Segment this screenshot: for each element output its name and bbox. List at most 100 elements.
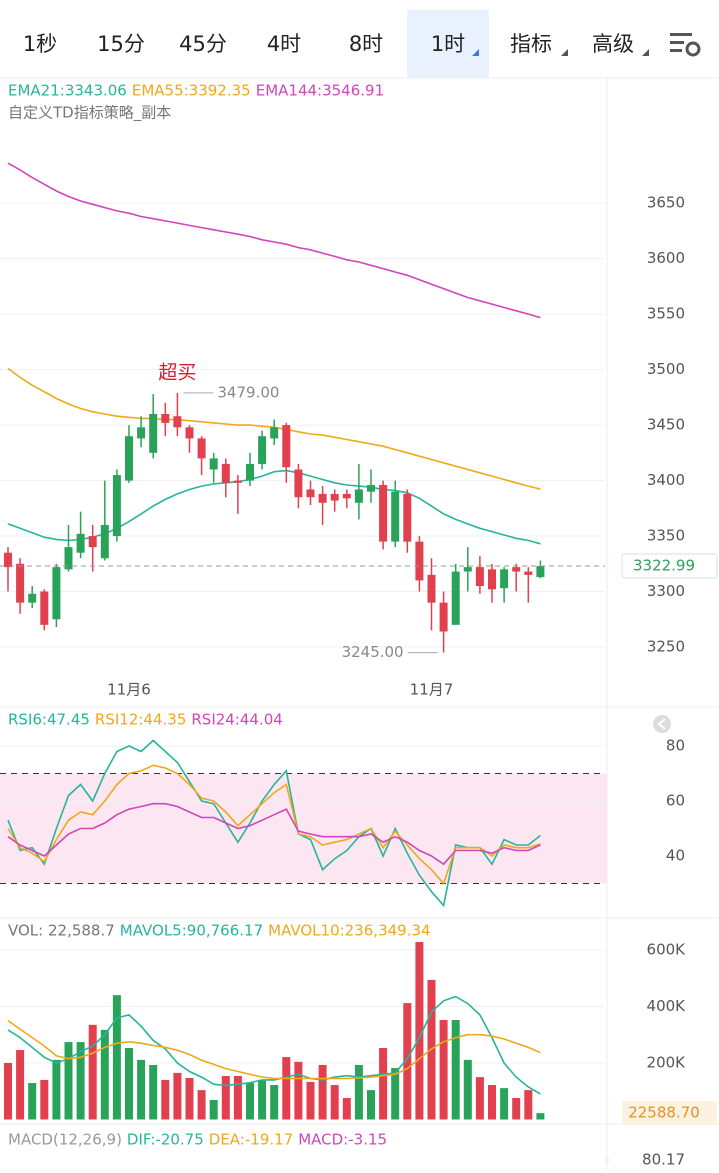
candle-body — [536, 566, 545, 578]
candle-body — [197, 438, 206, 459]
candle-body — [16, 563, 25, 603]
volume-bar — [258, 1079, 267, 1120]
volume-bar — [161, 1079, 170, 1120]
tab[interactable]: 45分 — [179, 32, 227, 56]
volume-bar — [342, 1098, 351, 1120]
y-tick-label: 600K — [647, 940, 687, 958]
volume-bar — [512, 1098, 521, 1120]
min-marker-label: 3245.00 — [342, 643, 404, 661]
volume-bar — [282, 1057, 291, 1120]
volume-bar — [500, 1088, 509, 1120]
volume-bar — [76, 1042, 85, 1120]
y-tick-label: 60 — [666, 791, 685, 809]
candle-body — [282, 425, 291, 468]
candle-body — [258, 436, 267, 464]
series-line — [7, 995, 541, 1095]
legend-entry: RSI24:44.04 — [191, 711, 282, 729]
candle-body — [306, 489, 315, 498]
candle-body — [64, 547, 73, 570]
candle-body — [415, 541, 424, 581]
volume-bar — [318, 1064, 327, 1120]
volume-bar — [233, 1075, 242, 1120]
volume-bar — [52, 1059, 61, 1120]
x-tick-label: 11月7 — [410, 681, 454, 699]
volume-bar — [137, 1059, 146, 1120]
tab[interactable]: 指标 — [510, 32, 552, 56]
volume-bar — [125, 1048, 133, 1120]
candle-body — [391, 491, 400, 542]
tab[interactable]: 高级 — [592, 32, 634, 56]
tab[interactable]: 1时 — [431, 32, 465, 56]
volume-bar — [379, 1048, 388, 1120]
last-volume-tag — [622, 1101, 717, 1126]
x-tick-label: 11月6 — [107, 681, 151, 699]
legend-entry: DIF:-20.75 — [127, 1131, 204, 1149]
volume-bar — [16, 1049, 25, 1120]
tab[interactable]: 1秒 — [23, 32, 57, 56]
y-tick-label: 3600 — [647, 249, 685, 267]
y-tick-label: 3500 — [647, 360, 685, 378]
y-tick-label: 3350 — [647, 527, 685, 545]
volume-bar — [40, 1079, 49, 1120]
volume-bar — [64, 1042, 73, 1120]
y-tick-label: 3450 — [647, 416, 685, 434]
candle-body — [367, 485, 375, 492]
volume-bar — [185, 1077, 194, 1120]
rsi-band — [0, 773, 607, 884]
max-marker-label: 3479.00 — [217, 383, 279, 401]
candle-body — [294, 469, 303, 498]
volume-bar — [28, 1083, 37, 1120]
candle-body — [4, 552, 12, 568]
candle-body — [427, 574, 436, 603]
series-line — [7, 739, 541, 908]
series-line — [7, 469, 541, 545]
volume-bar — [4, 1062, 12, 1120]
tab[interactable]: 4时 — [267, 32, 301, 56]
y-tick-label: 3650 — [647, 194, 685, 212]
candle-body — [354, 489, 363, 503]
last-volume-label: 22588.70 — [628, 1104, 700, 1122]
toolbar: 1秒 15分 45分 4时 8时 1时 指标 高级 — [0, 10, 719, 79]
y-tick-label: 80 — [666, 737, 685, 755]
candle-body — [137, 427, 146, 439]
candle-body — [88, 536, 97, 548]
volume-bar — [112, 995, 121, 1120]
tab[interactable]: 15分 — [97, 32, 145, 56]
legend-entry: EMA21:3343.06 — [8, 82, 127, 100]
candle-body — [342, 493, 351, 499]
legend-entry: RSI6:47.45 — [8, 711, 90, 729]
volume-bar — [367, 1090, 375, 1120]
candle-body — [173, 416, 182, 428]
candle-body — [318, 493, 327, 503]
candle-body — [512, 567, 521, 572]
candle-body — [475, 567, 484, 586]
volume-bar — [354, 1064, 363, 1120]
volume-bar — [209, 1100, 218, 1120]
annotation: 超买 — [158, 361, 196, 383]
candle-body — [125, 436, 133, 481]
candle-body — [112, 475, 121, 537]
candle-body — [246, 463, 254, 481]
legend-entry: EMA55:3392.35 — [132, 82, 251, 100]
candle-body — [488, 569, 496, 590]
volume-bar — [88, 1024, 97, 1120]
candle-body — [149, 414, 158, 453]
settings-icon[interactable] — [670, 33, 701, 57]
last-price-tag — [621, 553, 718, 579]
volume-bar — [330, 1085, 339, 1120]
candle-body — [233, 480, 242, 483]
legend-entry: MACD:-3.15 — [298, 1131, 387, 1149]
candle-body — [524, 571, 533, 575]
volume-bar — [403, 1003, 412, 1120]
tab[interactable]: 8时 — [349, 32, 383, 56]
candle-body — [439, 602, 448, 632]
candle-body — [270, 427, 279, 439]
volume-bar — [415, 942, 424, 1120]
y-tick-label: 3550 — [647, 305, 685, 323]
legend-entry: DEA:-19.17 — [209, 1131, 293, 1149]
candle-body — [500, 569, 509, 589]
collapse-icon[interactable] — [653, 715, 671, 733]
legend-entry: MACD(12,26,9) — [8, 1131, 122, 1149]
volume-bar — [100, 1029, 109, 1120]
candle-body — [100, 524, 109, 559]
